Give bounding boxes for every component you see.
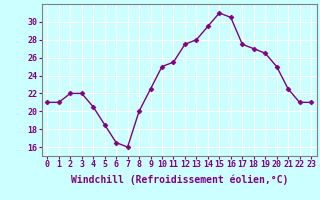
X-axis label: Windchill (Refroidissement éolien,°C): Windchill (Refroidissement éolien,°C) — [70, 175, 288, 185]
